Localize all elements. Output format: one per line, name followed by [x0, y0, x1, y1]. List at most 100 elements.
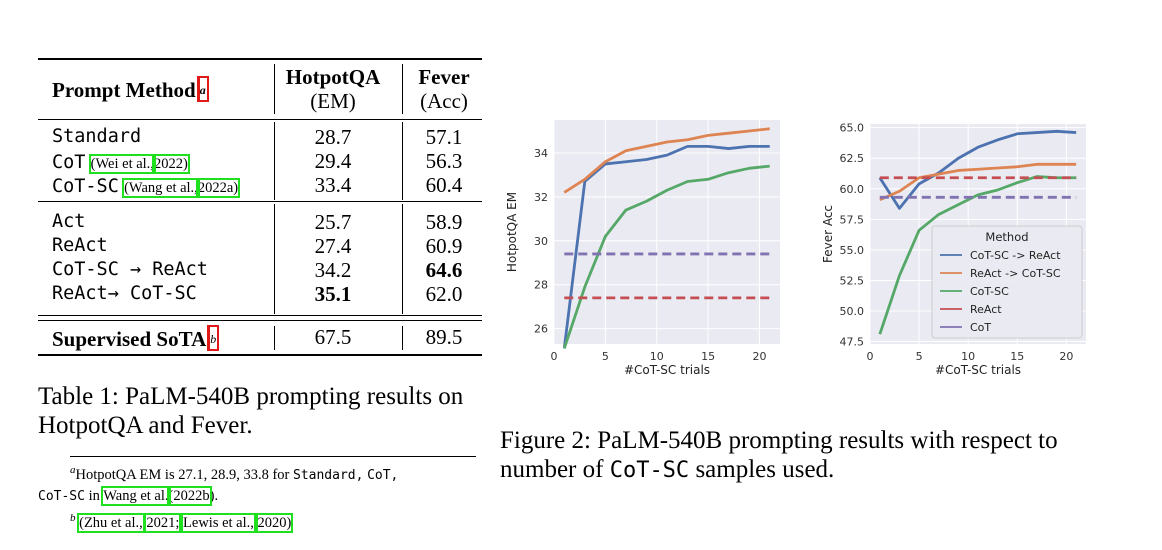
table-vline	[402, 204, 403, 314]
row-method-react-cot-sc: ReAct→ CoT-SC	[52, 283, 197, 304]
legend-box	[931, 225, 1083, 339]
series-line-cot-sc-react	[878, 129, 1077, 210]
hotpotqa-x-axis-label: #CoT-SC trials	[624, 363, 710, 377]
y-tick-label: 57.5	[840, 213, 865, 226]
citation-wang-2022b-a[interactable]: Wang et al.	[101, 486, 171, 506]
footnote-a-line2: CoT-SC in Wang et al.(2022b).	[38, 486, 218, 506]
table-section-rule	[38, 201, 482, 202]
citation-lewis-2020-b[interactable]: 2020)	[255, 513, 294, 533]
legend-label: CoT-SC -> ReAct	[970, 249, 1061, 262]
legend-label: CoT	[970, 321, 991, 334]
figure-caption: Figure 2: PaLM-540B prompting results wi…	[500, 426, 1120, 485]
table-vline	[274, 204, 275, 314]
table-header-rule	[38, 119, 482, 120]
footnote-ref-b-box[interactable]: b	[207, 325, 220, 351]
cite-wang: Wang et al.,	[128, 180, 198, 196]
footnote-b: b (Zhu et al., 2021; Lewis et al., 2020)	[70, 512, 294, 533]
footnote-a-cotsc: CoT-SC	[38, 489, 85, 504]
row-method-react: ReAct	[52, 235, 108, 256]
series-line-react-cot-sc	[563, 127, 770, 194]
footnote-rule	[70, 456, 476, 457]
method-cot-sc: CoT-SC	[52, 176, 119, 197]
y-tick-label: 50.0	[840, 305, 865, 318]
cell-hotpot-sota: 67.5	[314, 325, 352, 349]
y-tick-label: 65.0	[840, 122, 865, 135]
y-tick-label: 30	[534, 235, 548, 248]
table-vline	[402, 122, 403, 200]
legend-label: ReAct -> CoT-SC	[970, 267, 1061, 280]
citation-lewis-2020-a[interactable]: Lewis et al.,	[181, 513, 256, 533]
cell-fever-cot-sc: 60.4	[425, 173, 463, 197]
cell-fever-act: 58.9	[425, 210, 463, 234]
footnote-a-mark: a	[70, 464, 76, 476]
table-bottom-rule	[38, 354, 482, 356]
header-prompt-method: Prompt Method a	[52, 76, 209, 102]
cell-hotpot-cot-sc: 33.4	[314, 173, 352, 197]
footnote-a-cot: CoT,	[367, 468, 399, 483]
citation-zhu-2021-a[interactable]: (Zhu et al.,	[77, 513, 145, 533]
hotpotqa-ticks: 0 5 10 15 20 26 28 30 32 34	[534, 147, 766, 363]
series-line-cot-sc-react	[562, 144, 770, 349]
footnote-ref-a[interactable]: a	[199, 83, 206, 97]
cell-fever-react-cot-sc: 62.0	[425, 282, 463, 306]
footnote-a-standard: Standard,	[293, 468, 364, 483]
header-fever-metric: (Acc)	[420, 89, 468, 113]
footnote-ref-a-box[interactable]: a	[196, 76, 209, 102]
cell-hotpot-react: 27.4	[314, 234, 352, 258]
series-line-cot-sc	[878, 175, 1077, 335]
figure-caption-text-a: number of	[500, 456, 604, 483]
method-cot: CoT	[52, 152, 86, 173]
x-tick-label: 15	[1010, 350, 1024, 363]
fever-chart: 0 5 10 15 20 47.5 50.0 52.5 55.0 57.5 60.0 62.5 65.0…	[821, 122, 1086, 377]
footnote-a-in: in	[88, 488, 100, 504]
table-section-rule-2a	[38, 315, 482, 316]
hotpotqa-chart: 0 5 10 15 20 26 28 30 32 34 #CoT-SC trials Hotpot…	[505, 120, 780, 377]
cell-hotpot-act: 25.7	[314, 210, 352, 234]
cell-hotpot-standard: 28.7	[314, 125, 352, 149]
figure-caption-text-c: samples used.	[695, 456, 835, 483]
header-hotpotqa-metric: (EM)	[310, 89, 356, 113]
cite-paren: (	[124, 180, 129, 196]
y-tick-label: 32	[534, 191, 548, 204]
fever-y-axis-label: Fever Acc	[821, 205, 835, 263]
table-vline	[274, 122, 275, 200]
citation-zhu-2021-b[interactable]: 2021;	[144, 513, 182, 533]
results-table: Prompt Method a HotpotQA (EM) Fever (Acc)…	[38, 58, 482, 358]
x-tick-label: 0	[551, 350, 558, 363]
row-method-supervised-sota: Supervised SoTA b	[52, 325, 220, 351]
y-tick-label: 62.5	[840, 152, 865, 165]
x-tick-label: 0	[867, 350, 874, 363]
table-vline	[402, 64, 403, 114]
table-section-rule-2b	[38, 320, 482, 321]
cell-fever-react: 60.9	[425, 234, 463, 258]
x-tick-label: 10	[650, 350, 664, 363]
citation-wei-2022-a[interactable]: (Wei et al.,	[88, 154, 156, 174]
citation-wei-2022-b[interactable]: 2022)	[151, 154, 190, 174]
cell-fever-cot: 56.3	[425, 149, 463, 173]
footnote-ref-b[interactable]: b	[210, 332, 217, 346]
cell-hotpot-cot-sc-react: 34.2	[314, 258, 352, 282]
y-tick-label: 47.5	[840, 336, 865, 349]
fever-x-axis-label: #CoT-SC trials	[935, 363, 1021, 377]
figure-caption-cotsc: CoT-SC	[609, 458, 690, 483]
x-tick-label: 15	[701, 350, 715, 363]
footnote-b-mark: b	[70, 512, 76, 524]
footnote-a-text: HotpotQA EM is 27.1, 28.9, 33.8 for	[75, 467, 290, 483]
table-vline	[274, 64, 275, 114]
citation-wang-2022a-b[interactable]: 2022a)	[195, 178, 241, 198]
table-vline	[402, 326, 403, 350]
cell-hotpot-react-cot-sc: 35.1	[314, 282, 352, 306]
series-line-react-cot-sc	[879, 162, 1077, 202]
cite-paren: (	[90, 156, 96, 172]
citation-wang-2022b-b[interactable]: (2022b	[166, 486, 212, 506]
table-top-rule	[38, 58, 482, 60]
row-method-cot-sc-react: CoT-SC → ReAct	[52, 259, 208, 280]
cell-fever-sota: 89.5	[425, 325, 463, 349]
fever-legend: Method CoT-SC -> ReAct ReAct -> CoT-SC CoT-…	[931, 225, 1083, 339]
cite-wei: Wei et al.,	[95, 156, 154, 172]
figure-charts: 0 5 10 15 20 26 28 30 32 34 #CoT-SC trials Hotpot…	[505, 120, 1086, 377]
figure-caption-line1: Figure 2: PaLM-540B prompting results wi…	[500, 427, 1058, 454]
fever-series	[878, 129, 1077, 335]
header-method-text: Prompt Method	[52, 78, 196, 102]
citation-wang-2022a-a[interactable]: (Wang et al.,	[122, 178, 200, 198]
